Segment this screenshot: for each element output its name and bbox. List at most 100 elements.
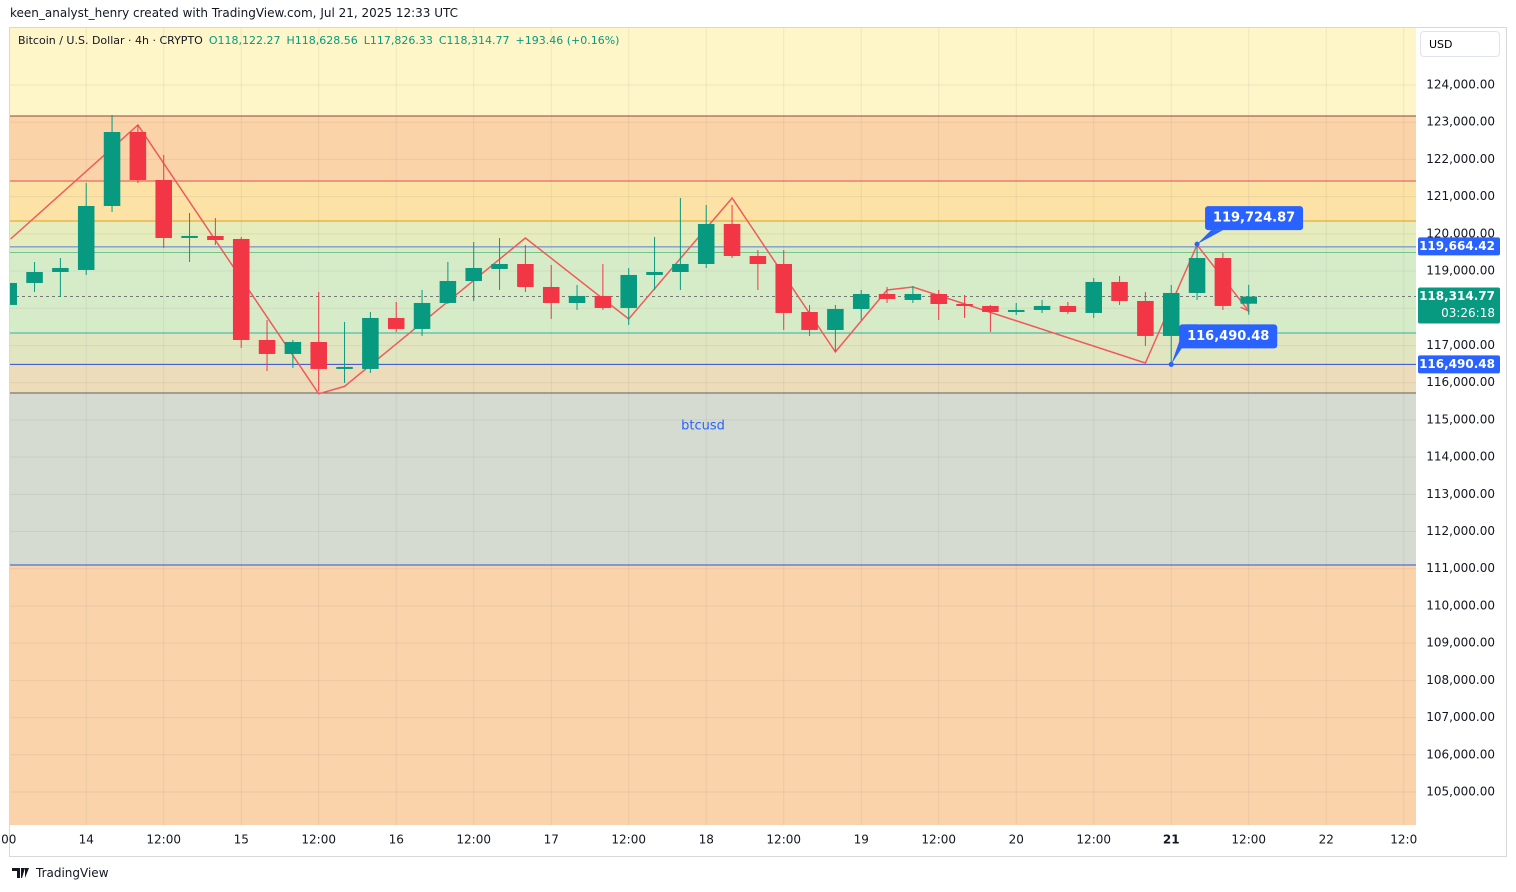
- y-tick-label: 115,000.00: [1426, 412, 1495, 426]
- candle-body: [103, 132, 121, 206]
- y-tick-label: 117,000.00: [1426, 338, 1495, 352]
- candle-body: [749, 255, 767, 264]
- candle-body: [284, 341, 302, 354]
- candle-body: [775, 263, 792, 313]
- y-tick-label: 105,000.00: [1426, 784, 1495, 798]
- x-tick-label: 00: [1, 833, 16, 847]
- candle-body: [10, 282, 17, 305]
- x-tick-label: 18: [699, 833, 714, 847]
- price-tag: [1418, 237, 1500, 256]
- credit: keen_analyst_henry created with TradingV…: [10, 6, 459, 20]
- candle-body: [1059, 305, 1077, 312]
- x-tick-label: 12:00: [766, 833, 801, 847]
- candle-body: [258, 339, 276, 354]
- candle-body: [491, 263, 508, 269]
- candle-body: [129, 132, 147, 181]
- y-tick-label: 110,000.00: [1426, 598, 1495, 612]
- y-tick-label: 113,000.00: [1426, 487, 1495, 501]
- y-tick-label: 106,000.00: [1426, 747, 1495, 761]
- candle-body: [930, 293, 947, 304]
- y-tick-label: 124,000.00: [1426, 78, 1495, 92]
- y-tick-label: 111,000.00: [1426, 561, 1495, 575]
- brand: TradingView: [36, 866, 109, 880]
- callout-pointer: [1197, 230, 1224, 245]
- y-tick-label: 116,000.00: [1426, 375, 1495, 389]
- price-tag-label: 119,664.42: [1419, 239, 1495, 253]
- y-tick-label: 108,000.00: [1426, 673, 1495, 687]
- price-tag-label: 116,490.48: [1419, 357, 1495, 371]
- candle-body: [594, 295, 612, 308]
- y-tick-label: 114,000.00: [1426, 450, 1495, 464]
- callout-label: 116,490.48: [1187, 329, 1269, 344]
- candle-body: [568, 295, 586, 303]
- logo: [12, 868, 29, 878]
- candle-body: [207, 235, 224, 240]
- y-tick-label: 120,000.00: [1426, 226, 1495, 240]
- legend: Bitcoin / U.S. Dollar · 4h · CRYPTO O118…: [18, 34, 619, 47]
- candle-body: [1240, 296, 1257, 304]
- candle-body: [827, 308, 844, 330]
- currency-button[interactable]: USD: [1420, 31, 1500, 57]
- candle-body: [542, 286, 560, 303]
- callout-box: [1205, 206, 1304, 231]
- footer: TradingView: [12, 866, 109, 880]
- x-tick-label: 15: [234, 833, 249, 847]
- x-tick-label: 12:00: [1076, 833, 1111, 847]
- candle-body: [1188, 257, 1206, 293]
- y-tick-label: 112,000.00: [1426, 524, 1495, 538]
- candle-body: [1085, 281, 1102, 313]
- candle-body: [878, 293, 896, 299]
- x-tick-label: 12:00: [611, 833, 646, 847]
- candle-body: [723, 223, 741, 256]
- ohlc-high: H118,628.56: [286, 34, 358, 47]
- x-tick-label: 17: [544, 833, 559, 847]
- x-tick-label: 12:00: [1231, 833, 1266, 847]
- candle-body: [904, 293, 922, 300]
- frame: [9, 27, 1507, 857]
- candle-body: [517, 263, 534, 287]
- x-tick-label: 12:00: [301, 833, 336, 847]
- price-tag: [1418, 287, 1500, 324]
- candle-body: [310, 341, 327, 369]
- x-tick-label: 12:00: [146, 833, 181, 847]
- candle-body: [52, 267, 69, 272]
- candle-body: [1111, 281, 1128, 301]
- candle-body: [232, 238, 250, 340]
- zone: [10, 364, 1416, 393]
- zigzag-line: [10, 123, 1249, 395]
- candle-body: [465, 267, 482, 281]
- candle-body: [413, 302, 431, 329]
- callout-box: [1179, 324, 1278, 349]
- candle-body: [387, 317, 405, 329]
- candle-body: [1162, 292, 1180, 336]
- candle-body: [1007, 309, 1025, 312]
- candle-body: [362, 317, 379, 369]
- y-tick-label: 123,000.00: [1426, 115, 1495, 129]
- candle-body: [181, 235, 198, 238]
- candle-body: [439, 280, 457, 303]
- candle-body: [336, 366, 353, 369]
- callout-anchor: [1194, 241, 1200, 247]
- plot: btcusd: [10, 28, 1416, 825]
- candle-body: [672, 263, 689, 272]
- candle-body: [852, 293, 870, 309]
- zone: [10, 116, 1416, 182]
- candle-body: [801, 311, 818, 330]
- callout-label: 119,724.87: [1213, 211, 1295, 226]
- candle-body: [1033, 305, 1051, 310]
- candle-body: [1214, 257, 1232, 306]
- y-tick-label: 109,000.00: [1426, 636, 1495, 650]
- y-tick-label: 119,000.00: [1426, 264, 1495, 278]
- ohlc-low: L117,826.33: [363, 34, 433, 47]
- zone: [10, 28, 1416, 117]
- ohlc-close: C118,314.77: [438, 34, 510, 47]
- candle-body: [155, 180, 172, 238]
- ohlc-open: O118,122.27: [208, 34, 281, 47]
- x-tick-label: 12:00: [921, 833, 956, 847]
- candle-body: [26, 271, 43, 283]
- callout-anchor: [1168, 361, 1174, 367]
- y-tick-label: 107,000.00: [1426, 710, 1495, 724]
- zone: [10, 181, 1416, 221]
